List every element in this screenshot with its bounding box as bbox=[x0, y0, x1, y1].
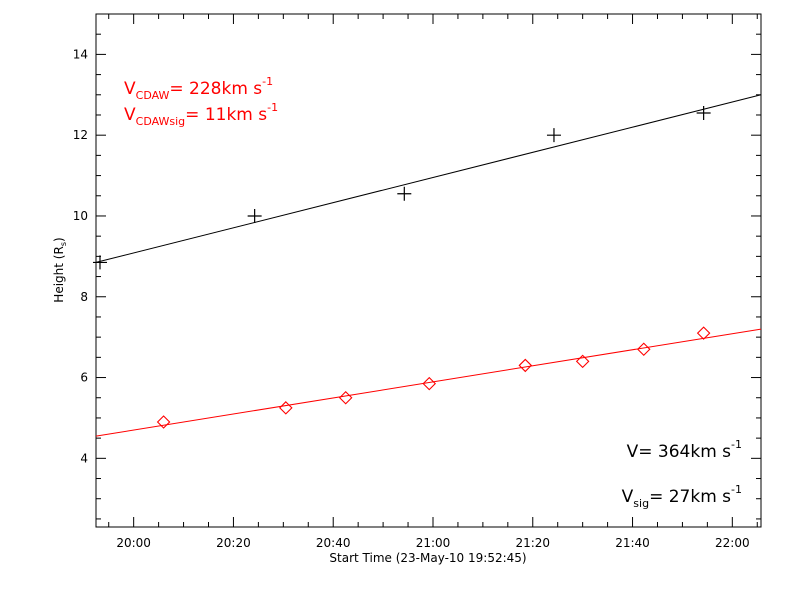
diamond-marker bbox=[518, 358, 533, 373]
annotation-vcdawsig-sup: -1 bbox=[267, 101, 278, 114]
svg-text:VCDAWsig= 11km s-1: VCDAWsig= 11km s-1 bbox=[124, 101, 278, 128]
y-axis-label: Height (Rs) bbox=[52, 237, 68, 302]
x-tick-label: 20:20 bbox=[216, 536, 251, 550]
annotation-vcdaw-base: V bbox=[124, 79, 136, 99]
diamond-marker bbox=[575, 354, 590, 369]
diamond-marker bbox=[156, 415, 171, 429]
svg-text:Vsig= 27km s-1: Vsig= 27km s-1 bbox=[622, 483, 742, 510]
annotation-vsig: Vsig= 27km s-1 bbox=[622, 483, 742, 510]
annotation-vcdawsig: VCDAWsig= 11km s-1 bbox=[124, 101, 278, 128]
annotation-vsig-sub: sig bbox=[633, 497, 649, 510]
y-tick-label: 12 bbox=[73, 128, 88, 142]
y-axis-label-sub: s bbox=[59, 242, 68, 246]
annotation-vcdaw: VCDAW= 228km s-1 bbox=[124, 75, 273, 102]
annotation-v-base: V bbox=[627, 442, 639, 462]
plus-marker bbox=[247, 208, 262, 223]
annotation-vcdawsig-sub: CDAWsig bbox=[136, 115, 186, 128]
y-tick-label: 8 bbox=[80, 290, 88, 304]
x-axis-label: Start Time (23-May-10 19:52:45) bbox=[329, 551, 526, 565]
fit-line-1 bbox=[95, 328, 762, 437]
diamond-marker bbox=[422, 376, 437, 391]
y-axis-label-close: ) bbox=[52, 237, 66, 242]
annotation-vcdaw-sub: CDAW bbox=[136, 89, 170, 102]
annotation-vcdaw-sup: -1 bbox=[262, 75, 273, 88]
annotation-vcdawsig-base: V bbox=[124, 105, 136, 125]
annotation-v-main: = 364km s bbox=[638, 442, 731, 462]
diamond-marker bbox=[279, 401, 293, 415]
diamond-marker bbox=[338, 390, 353, 405]
x-tick-label: 21:20 bbox=[515, 536, 550, 550]
y-tick-label: 6 bbox=[80, 371, 88, 385]
fit-lines bbox=[95, 94, 762, 437]
annotation-vcdawsig-main: = 11km s bbox=[185, 105, 267, 125]
annotation-vcdaw-main: = 228km s bbox=[169, 79, 262, 99]
x-tick-label: 20:40 bbox=[316, 536, 351, 550]
x-tick-label: 21:00 bbox=[416, 536, 451, 550]
plus-marker bbox=[696, 105, 711, 120]
annotation-v: V= 364km s-1 bbox=[627, 438, 742, 462]
annotation-vsig-main: = 27km s bbox=[649, 487, 731, 507]
x-tick-label: 20:00 bbox=[116, 536, 151, 550]
y-axis-label-main: Height (R bbox=[52, 246, 66, 303]
svg-text:VCDAW= 228km s-1: VCDAW= 228km s-1 bbox=[124, 75, 273, 102]
plot-frame bbox=[95, 13, 762, 528]
diamond-marker bbox=[636, 342, 651, 357]
svg-text:V= 364km s-1: V= 364km s-1 bbox=[627, 438, 742, 462]
plus-marker bbox=[92, 255, 107, 270]
annotation-vsig-base: V bbox=[622, 487, 634, 507]
x-tick-label: 22:00 bbox=[715, 536, 750, 550]
x-tick-label: 21:40 bbox=[615, 536, 650, 550]
plus-marker bbox=[397, 186, 412, 201]
fit-line-0 bbox=[95, 94, 762, 263]
y-tick-label: 10 bbox=[73, 209, 88, 223]
data-points bbox=[92, 105, 711, 429]
diamond-marker bbox=[696, 326, 711, 340]
axes: 20:00 20:20 20:40 21:00 21:20 21:40 22:00 4 6 8 10… bbox=[73, 13, 761, 550]
annotation-vsig-sup: -1 bbox=[731, 483, 742, 496]
plus-marker bbox=[546, 128, 561, 143]
annotation-v-sup: -1 bbox=[731, 438, 742, 451]
y-tick-label: 14 bbox=[73, 47, 88, 61]
y-tick-label: 4 bbox=[80, 451, 88, 465]
